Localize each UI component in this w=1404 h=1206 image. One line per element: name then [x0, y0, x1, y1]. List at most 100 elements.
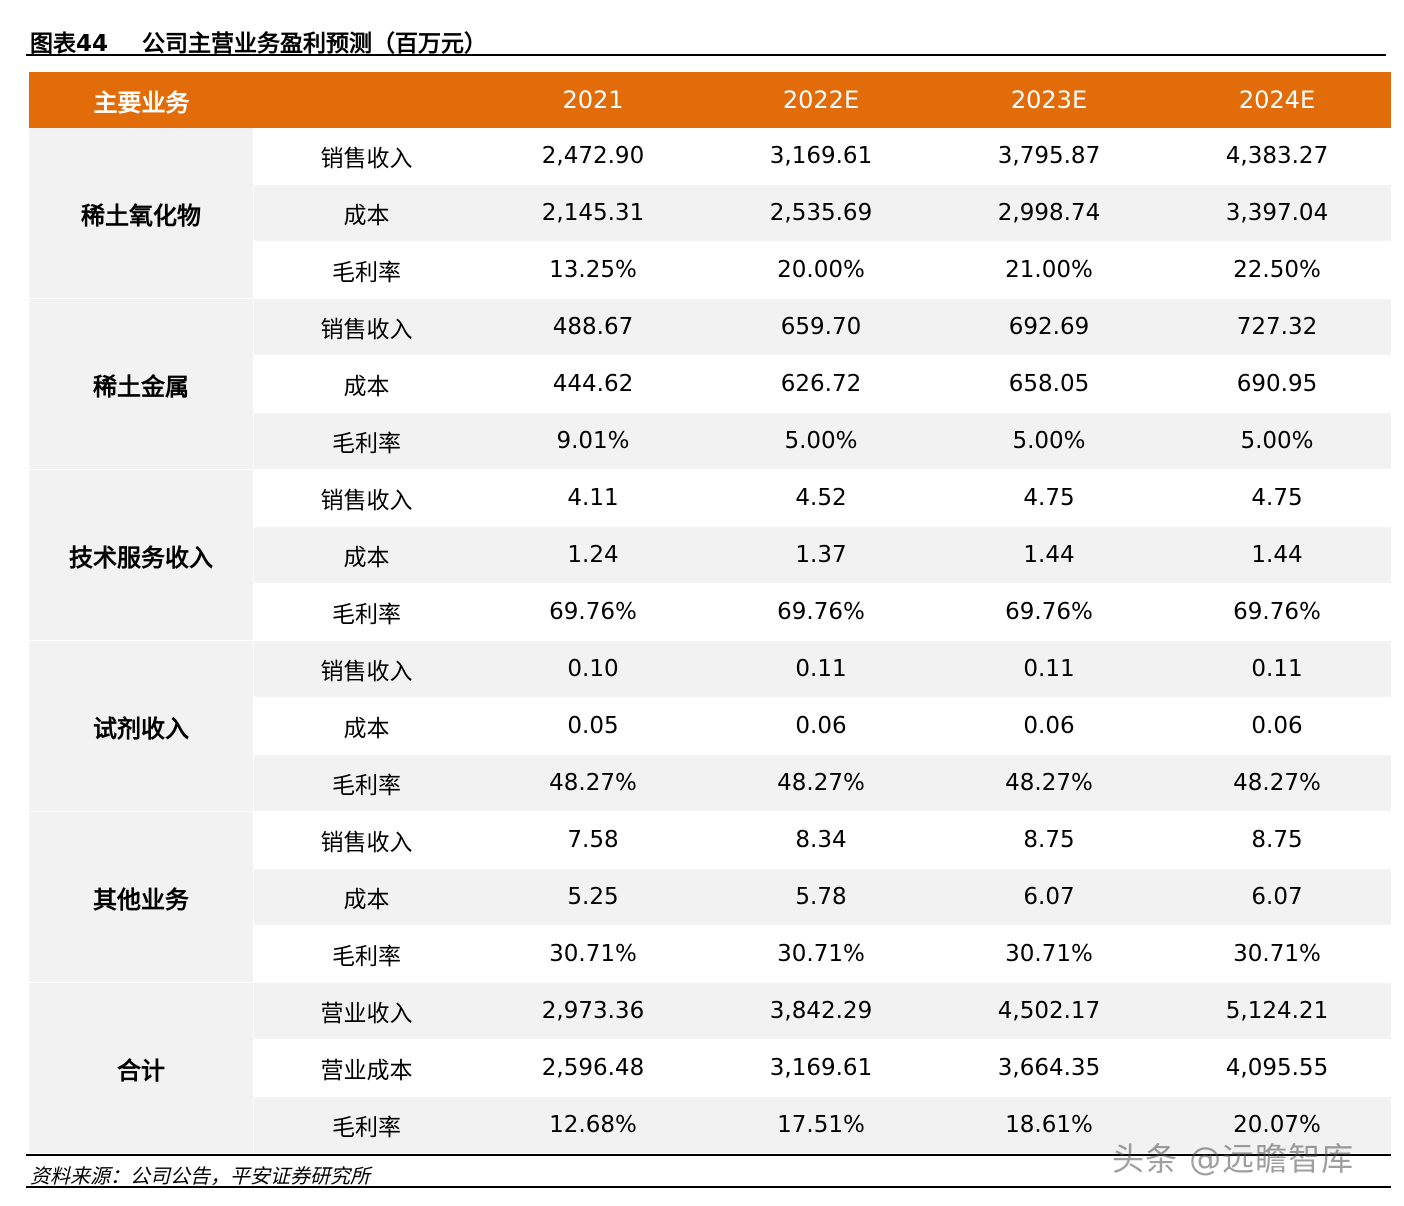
value-cell: 69.76% — [935, 584, 1163, 641]
figure-title: 公司主营业务盈利预测（百万元） — [142, 31, 487, 57]
value-cell: 658.05 — [935, 356, 1163, 413]
value-cell: 5.00% — [935, 413, 1163, 470]
value-cell: 30.71% — [1163, 926, 1391, 983]
table-row: 毛利率 69.76% 69.76% 69.76% 69.76% — [29, 584, 1391, 641]
value-cell: 8.75 — [1163, 812, 1391, 869]
value-cell: 0.10 — [479, 641, 707, 698]
value-cell: 444.62 — [479, 356, 707, 413]
value-cell: 659.70 — [707, 299, 935, 356]
row-item-label: 营业收入 — [254, 983, 479, 1040]
value-cell: 2,973.36 — [479, 983, 707, 1040]
value-cell: 3,842.29 — [707, 983, 935, 1040]
value-cell: 20.00% — [707, 242, 935, 299]
value-cell: 17.51% — [707, 1097, 935, 1154]
figure-number: 图表44 — [30, 31, 109, 57]
value-cell: 0.11 — [935, 641, 1163, 698]
value-cell: 7.58 — [479, 812, 707, 869]
value-cell: 692.69 — [935, 299, 1163, 356]
value-cell: 1.44 — [1163, 527, 1391, 584]
value-cell: 18.61% — [935, 1097, 1163, 1154]
forecast-table: 主要业务 2021 2022E 2023E 2024E 稀土氧化物 销售收入 2,4… — [29, 72, 1391, 1154]
group-label: 技术服务收入 — [29, 470, 254, 641]
value-cell: 4,383.27 — [1163, 128, 1391, 185]
table-row: 稀土氧化物 销售收入 2,472.90 3,169.61 3,795.87 4,383.2… — [29, 128, 1391, 299]
value-cell: 0.05 — [479, 698, 707, 755]
header-year: 2023E — [935, 72, 1163, 128]
value-cell: 8.75 — [935, 812, 1163, 869]
value-cell: 690.95 — [1163, 356, 1391, 413]
header-year: 2021 — [479, 72, 707, 128]
value-cell: 69.76% — [1163, 584, 1391, 641]
header-year: 2024E — [1163, 72, 1391, 128]
value-cell: 48.27% — [935, 755, 1163, 812]
table-row: 毛利率 12.68% 17.51% 18.61% 20.07% — [29, 1097, 1391, 1154]
table-row: 营业成本 2,596.48 3,169.61 3,664.35 4,095.55 — [29, 1040, 1391, 1097]
value-cell: 2,145.31 — [479, 185, 707, 242]
table-row: 稀土金属 销售收入 488.67 659.70 692.69 727.32 — [29, 299, 1391, 470]
table-row: 毛利率 13.25% 20.00% 21.00% 22.50% — [29, 242, 1391, 299]
value-cell: 5.00% — [707, 413, 935, 470]
row-item-label: 销售收入 — [254, 299, 479, 356]
value-cell: 48.27% — [479, 755, 707, 812]
value-cell: 21.00% — [935, 242, 1163, 299]
table-row: 成本 2,145.31 2,535.69 2,998.74 3,397.04 — [29, 185, 1391, 242]
group-label: 其他业务 — [29, 812, 254, 983]
value-cell: 4,095.55 — [1163, 1040, 1391, 1097]
value-cell: 20.07% — [1163, 1097, 1391, 1154]
value-cell: 48.27% — [1163, 755, 1391, 812]
row-item-label: 销售收入 — [254, 128, 479, 185]
row-item-label: 毛利率 — [254, 242, 479, 299]
group-label: 稀土金属 — [29, 299, 254, 470]
value-cell: 626.72 — [707, 356, 935, 413]
value-cell: 48.27% — [707, 755, 935, 812]
value-cell: 5.00% — [1163, 413, 1391, 470]
row-item-label: 成本 — [254, 185, 479, 242]
value-cell: 69.76% — [707, 584, 935, 641]
table-row: 毛利率 30.71% 30.71% 30.71% 30.71% — [29, 926, 1391, 983]
value-cell: 727.32 — [1163, 299, 1391, 356]
value-cell: 3,397.04 — [1163, 185, 1391, 242]
value-cell: 13.25% — [479, 242, 707, 299]
table-row: 成本 0.05 0.06 0.06 0.06 — [29, 698, 1391, 755]
value-cell: 0.11 — [707, 641, 935, 698]
table-row: 成本 444.62 626.72 658.05 690.95 — [29, 356, 1391, 413]
value-cell: 4.11 — [479, 470, 707, 527]
value-cell: 5.78 — [707, 869, 935, 926]
figure-title-bar: 图表44 公司主营业务盈利预测（百万元） — [26, 18, 1386, 57]
value-cell: 1.24 — [479, 527, 707, 584]
value-cell: 4.75 — [1163, 470, 1391, 527]
value-cell: 2,596.48 — [479, 1040, 707, 1097]
group-label: 稀土氧化物 — [29, 128, 254, 299]
value-cell: 5.25 — [479, 869, 707, 926]
value-cell: 0.06 — [707, 698, 935, 755]
row-item-label: 销售收入 — [254, 812, 479, 869]
group-label: 合计 — [29, 983, 254, 1154]
table-row: 毛利率 9.01% 5.00% 5.00% 5.00% — [29, 413, 1391, 470]
table-row: 成本 1.24 1.37 1.44 1.44 — [29, 527, 1391, 584]
value-cell: 4.75 — [935, 470, 1163, 527]
row-item-label: 毛利率 — [254, 413, 479, 470]
group-label: 试剂收入 — [29, 641, 254, 812]
table-row: 毛利率 48.27% 48.27% 48.27% 48.27% — [29, 755, 1391, 812]
header-row: 主要业务 2021 2022E 2023E 2024E — [29, 72, 1391, 128]
value-cell: 5,124.21 — [1163, 983, 1391, 1040]
header-business: 主要业务 — [29, 72, 254, 128]
row-item-label: 毛利率 — [254, 926, 479, 983]
value-cell: 4,502.17 — [935, 983, 1163, 1040]
value-cell: 12.68% — [479, 1097, 707, 1154]
value-cell: 0.06 — [1163, 698, 1391, 755]
value-cell: 2,472.90 — [479, 128, 707, 185]
table-row: 合计 营业收入 2,973.36 3,842.29 4,502.17 5,124.21 — [29, 983, 1391, 1154]
table-row: 其他业务 销售收入 7.58 8.34 8.75 8.75 — [29, 812, 1391, 983]
value-cell: 2,535.69 — [707, 185, 935, 242]
row-item-label: 成本 — [254, 356, 479, 413]
value-cell: 3,169.61 — [707, 128, 935, 185]
row-item-label: 成本 — [254, 527, 479, 584]
row-item-label: 毛利率 — [254, 1097, 479, 1154]
value-cell: 2,998.74 — [935, 185, 1163, 242]
row-item-label: 营业成本 — [254, 1040, 479, 1097]
value-cell: 30.71% — [707, 926, 935, 983]
value-cell: 6.07 — [935, 869, 1163, 926]
header-year: 2022E — [707, 72, 935, 128]
value-cell: 69.76% — [479, 584, 707, 641]
